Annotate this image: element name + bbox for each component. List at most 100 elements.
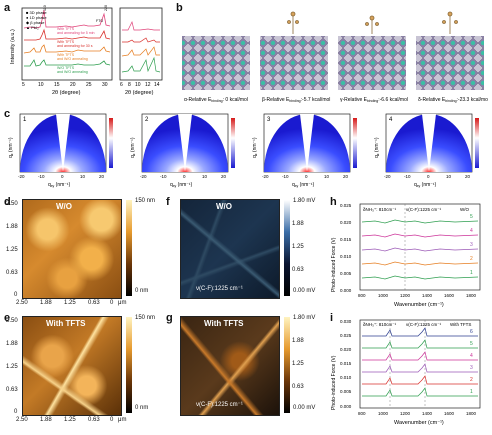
panel-label-a: a <box>4 2 11 14</box>
colorbar-g-top: 1.80 mV <box>293 315 316 321</box>
svg-text:6: 6 <box>120 82 123 88</box>
svg-text:0.010: 0.010 <box>340 375 352 380</box>
svg-text:4: 4 <box>470 353 473 359</box>
svg-text:2: 2 <box>145 117 149 123</box>
panel-label-d: d <box>4 196 11 208</box>
afm-map-d <box>22 199 122 299</box>
svg-text:4: 4 <box>470 228 473 234</box>
e-ytick-2: 1.25 <box>6 364 18 370</box>
e-xtick-3: 0.63 <box>88 417 100 423</box>
xrd-chart: ■ 3D phase ● 1D phase ◆ β phase ▲ PbI₂ W… <box>10 5 163 96</box>
colorbar-f <box>284 200 290 296</box>
svg-text:800: 800 <box>358 293 366 298</box>
panel-label-b: b <box>176 2 183 14</box>
svg-text:Photo-induced Force (V): Photo-induced Force (V) <box>331 237 337 292</box>
svg-text:0.015: 0.015 <box>340 361 352 366</box>
svg-text:14: 14 <box>154 82 160 88</box>
svg-text:6: 6 <box>470 329 473 335</box>
pifm-f-title: W/O <box>216 202 232 211</box>
svg-text:0: 0 <box>61 174 64 179</box>
d-ytick-1: 1.88 <box>6 224 18 230</box>
f-ytick-2: 1.25 <box>292 244 304 250</box>
svg-text:0.020: 0.020 <box>340 220 352 225</box>
svg-text:W/O TFTS: W/O TFTS <box>57 66 75 70</box>
e-xtick-4: 0 <box>110 417 114 423</box>
svg-text:δNH₃⁺: 810cm⁻¹: δNH₃⁺: 810cm⁻¹ <box>363 207 397 212</box>
svg-text:1: 1 <box>470 270 473 276</box>
svg-text:4: 4 <box>389 117 393 123</box>
colorbar-d-top: 150 nm <box>135 198 156 204</box>
afm-d-title: W/O <box>56 202 72 211</box>
svg-text:qz (nm⁻¹): qz (nm⁻¹) <box>130 137 136 158</box>
d-ytick-4: 0 <box>14 292 18 298</box>
f-ytick-1: 1.88 <box>292 221 304 227</box>
svg-text:β-Relative Ebinding:-5.7 kcal/: β-Relative Ebinding:-5.7 kcal/mol <box>262 97 330 103</box>
svg-text:and annealing for 30 s: and annealing for 30 s <box>57 44 93 48</box>
svg-text:0.025: 0.025 <box>340 203 352 208</box>
svg-text:1400: 1400 <box>422 293 433 298</box>
svg-text:ν(C-F):1225 cm⁻¹: ν(C-F):1225 cm⁻¹ <box>406 207 442 212</box>
svg-text:0.010: 0.010 <box>340 254 352 259</box>
panel-label-i: i <box>330 312 334 324</box>
d-ytick-2: 1.25 <box>6 247 18 253</box>
svg-text:10: 10 <box>80 174 86 179</box>
colorbar-d-bottom: 0 nm <box>135 288 149 294</box>
panel-label-g: g <box>166 312 173 324</box>
svg-text:W/O: W/O <box>460 207 469 212</box>
svg-text:1400: 1400 <box>422 411 433 416</box>
svg-text:25: 25 <box>86 82 92 88</box>
svg-text:With TFTS: With TFTS <box>57 40 75 44</box>
d-xtick-3: 0.63 <box>88 300 100 306</box>
svg-text:-20: -20 <box>384 174 391 179</box>
pifm-map-f <box>180 199 280 299</box>
svg-text:FTO: FTO <box>96 19 103 23</box>
svg-text:1200: 1200 <box>400 411 411 416</box>
svg-text:1800: 1800 <box>466 411 477 416</box>
svg-text:qxy (nm⁻¹): qxy (nm⁻¹) <box>414 182 437 188</box>
svg-text:With TFTS: With TFTS <box>57 53 75 57</box>
svg-text:● 1D phase: ● 1D phase <box>26 15 47 20</box>
svg-text:0.005: 0.005 <box>340 271 352 276</box>
g-ytick-1: 1.88 <box>292 338 304 344</box>
svg-text:qxy (nm⁻¹): qxy (nm⁻¹) <box>292 182 315 188</box>
svg-text:1000: 1000 <box>378 411 389 416</box>
svg-text:With TFTS: With TFTS <box>450 322 471 327</box>
svg-text:α-Relative Ebinding: 0 kcal/mo: α-Relative Ebinding: 0 kcal/mol <box>184 97 248 103</box>
d-xunit: μm <box>118 300 127 306</box>
svg-text:■ 3D phase: ■ 3D phase <box>26 10 47 15</box>
svg-text:qxy (nm⁻¹): qxy (nm⁻¹) <box>170 182 193 188</box>
d-xtick-1: 1.88 <box>40 300 52 306</box>
svg-text:0.000: 0.000 <box>340 404 352 409</box>
svg-text:and W/O annealing: and W/O annealing <box>57 70 88 74</box>
svg-text:1800: 1800 <box>466 293 477 298</box>
panel-label-f: f <box>166 196 170 208</box>
svg-text:0: 0 <box>305 174 308 179</box>
colorbar-e <box>126 317 132 413</box>
svg-text:qxy (nm⁻¹): qxy (nm⁻¹) <box>48 182 71 188</box>
svg-text:1: 1 <box>23 117 27 123</box>
svg-text:10: 10 <box>202 174 208 179</box>
svg-text:15: 15 <box>54 82 60 88</box>
svg-text:10: 10 <box>446 174 452 179</box>
colorbar-f-top: 1.80 mV <box>293 198 316 204</box>
afm-map-e <box>22 316 122 416</box>
svg-text:12: 12 <box>145 82 151 88</box>
f-ytick-3: 0.63 <box>292 267 304 273</box>
colorbar-e-bottom: 0 nm <box>135 405 149 411</box>
svg-text:220: 220 <box>104 5 108 11</box>
panel-label-e: e <box>4 312 11 324</box>
giwaxs-maps: 1 2 3 4 -20 -10 0 10 20 -20 -10 0 10 20 -20 -10 0 1… <box>8 113 479 188</box>
svg-text:10: 10 <box>324 174 330 179</box>
svg-text:20: 20 <box>221 174 227 179</box>
svg-text:Intensity (a.u.): Intensity (a.u.) <box>10 29 16 64</box>
g-ytick-3: 0.63 <box>292 384 304 390</box>
svg-text:10: 10 <box>135 82 141 88</box>
pifm-f-annotation: ν(C-F):1225 cm⁻¹ <box>196 286 243 292</box>
svg-text:1000: 1000 <box>378 293 389 298</box>
svg-text:-20: -20 <box>140 174 147 179</box>
e-xunit: μm <box>118 417 127 423</box>
svg-text:and annealing for 5 min: and annealing for 5 min <box>57 31 95 35</box>
d-xtick-4: 0 <box>110 300 114 306</box>
colorbar-g <box>284 317 290 413</box>
d-xtick-2: 1.25 <box>64 300 76 306</box>
